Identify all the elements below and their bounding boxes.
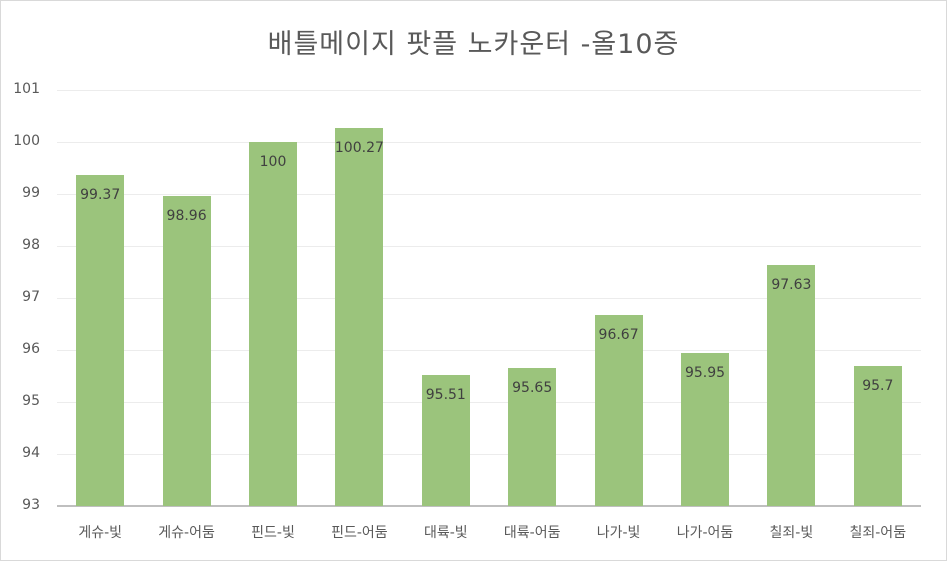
- y-tick-label: 97: [22, 289, 40, 305]
- bar: [594, 315, 643, 506]
- data-label: 97.63: [771, 277, 812, 294]
- y-tick-label: 100: [13, 133, 40, 149]
- data-label: 95.95: [684, 364, 726, 381]
- x-tick-label: 게슈-빛: [78, 525, 123, 541]
- bar: [508, 368, 557, 506]
- gridline: [57, 402, 921, 403]
- y-tick-label: 95: [22, 393, 40, 409]
- x-axis-line: [57, 505, 921, 507]
- y-tick-label: 98: [22, 237, 40, 253]
- bar: [76, 174, 125, 506]
- gridline: [57, 90, 921, 91]
- chart-title: 배틀메이지 팟플 노카운터 -올10증: [267, 29, 680, 60]
- data-label: 99.37: [80, 186, 121, 203]
- bar: [249, 142, 297, 506]
- x-tick-label: 나가-빛: [596, 525, 641, 541]
- data-label: 95.7: [862, 377, 894, 394]
- data-label: 100.27: [334, 139, 384, 156]
- bar: [335, 127, 384, 506]
- x-tick-label: 대륙-빛: [423, 525, 468, 541]
- gridline: [57, 350, 921, 351]
- data-label: 100: [259, 154, 287, 170]
- bar: [853, 365, 902, 506]
- bar: [162, 196, 211, 506]
- bar: [681, 352, 729, 506]
- gridline: [57, 454, 921, 455]
- y-tick-label: 93: [22, 497, 40, 513]
- data-label: 98.96: [166, 208, 207, 225]
- y-tick-label: 94: [22, 445, 40, 461]
- gridline: [57, 246, 921, 247]
- y-tick-label: 99: [22, 185, 40, 201]
- data-label: 96.67: [598, 327, 639, 344]
- y-tick-label: 96: [22, 341, 40, 357]
- gridline: [57, 142, 921, 143]
- y-tick-label: 101: [13, 81, 40, 97]
- data-label: 95.65: [512, 380, 553, 397]
- x-tick-label: 칠죄-어둠: [849, 525, 907, 541]
- x-tick-label: 핀드-어둠: [331, 525, 388, 541]
- gridline: [57, 298, 921, 299]
- bar: [767, 265, 816, 506]
- data-label: 95.51: [425, 387, 466, 404]
- x-tick-label: 게슈-어둠: [158, 525, 215, 541]
- x-tick-label: 대륙-어둠: [503, 525, 561, 541]
- x-tick-label: 핀드-빛: [251, 525, 295, 541]
- x-tick-label: 나가-어둠: [676, 525, 734, 541]
- x-tick-label: 칠죄-빛: [769, 525, 814, 541]
- gridline: [57, 194, 921, 195]
- bar: [421, 375, 470, 506]
